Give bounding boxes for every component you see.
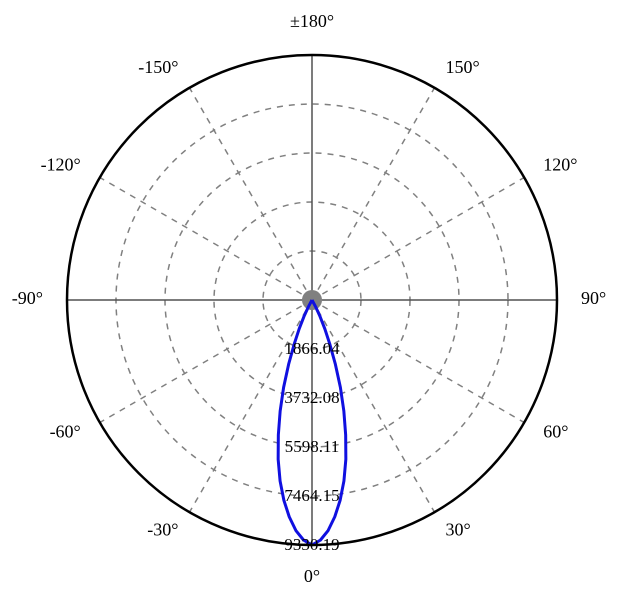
radial-tick-label: 5598.11 <box>285 437 340 456</box>
polar-chart: 1866.04 3732.08 5598.11 7464.15 9330.19 0° 30°… <box>0 0 625 610</box>
angle-label: 0° <box>304 566 320 586</box>
angle-label: 60° <box>543 422 568 442</box>
grid-spoke <box>190 88 313 300</box>
angle-label: 90° <box>581 288 606 308</box>
angle-label: 150° <box>446 57 480 77</box>
radial-tick-label: 1866.04 <box>284 339 340 358</box>
grid-spoke <box>312 178 524 301</box>
angle-label: 120° <box>543 155 577 175</box>
radial-tick-label: 7464.15 <box>284 486 339 505</box>
angle-label: -30° <box>147 519 178 539</box>
polar-svg: 1866.04 3732.08 5598.11 7464.15 9330.19 0° 30°… <box>0 0 625 610</box>
angle-label: -150° <box>138 57 178 77</box>
angle-label: -120° <box>41 155 81 175</box>
angle-label: -90° <box>12 288 43 308</box>
radial-tick-label: 3732.08 <box>284 388 339 407</box>
grid-spoke <box>100 178 312 301</box>
grid-spoke <box>312 88 435 300</box>
angle-label: -60° <box>50 422 81 442</box>
angle-label: ±180° <box>290 11 334 31</box>
radial-tick-label: 9330.19 <box>284 535 339 554</box>
angle-label: 30° <box>446 519 471 539</box>
